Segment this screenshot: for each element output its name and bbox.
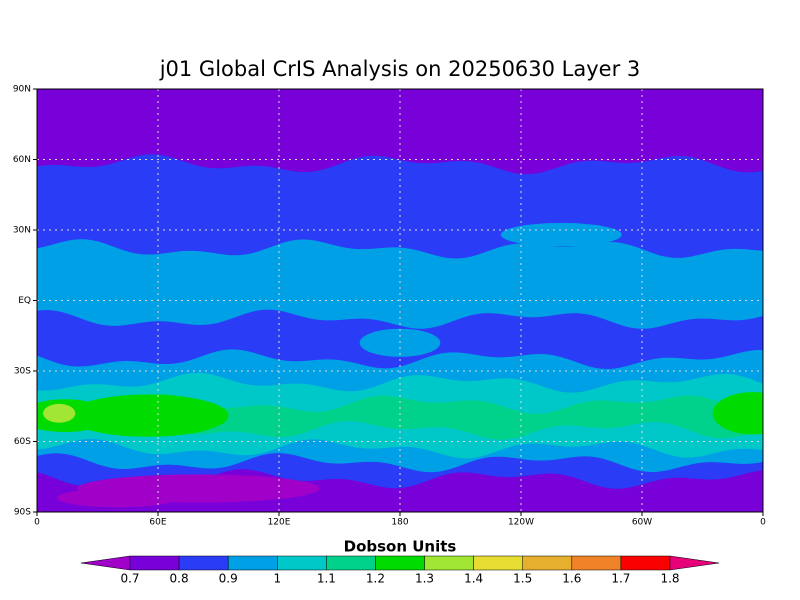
lat-tick-label: 60S <box>14 437 31 447</box>
colorbar-tick-label: 1.8 <box>660 572 679 586</box>
lat-tick-label: EQ <box>18 296 31 306</box>
colorbar-box <box>571 555 622 571</box>
colorbar-tick-label: 1.5 <box>513 572 532 586</box>
colorbar-tick-label: 1.7 <box>611 572 630 586</box>
colorbar-box <box>129 555 180 571</box>
colorbar-tick-label: 1.1 <box>317 572 336 586</box>
lat-tick-label: 60N <box>13 155 31 165</box>
lon-tick-label: 120W <box>508 518 534 528</box>
colorbar-box <box>522 555 573 571</box>
colorbar-tick-label: 1 <box>273 572 281 586</box>
lon-tick-label: 60W <box>632 518 652 528</box>
colorbar-tick-label: 1.6 <box>562 572 581 586</box>
colorbar-box <box>178 555 229 571</box>
colorbar-box <box>473 555 523 571</box>
colorbar-tick-label: 1.4 <box>464 572 483 586</box>
colorbar-box <box>375 555 425 571</box>
grid: 0 60E 120E 180 120W 60W 0 90N 60N 30N EQ 30S 60S 90S <box>13 85 766 528</box>
title: j01 Global CrIS Analysis on 20250630 Lay… <box>159 57 641 81</box>
ozone-field <box>37 89 763 512</box>
lat-tick-label: 30N <box>13 226 31 236</box>
field-blob <box>672 265 763 313</box>
lon-tick-label: 60E <box>149 518 166 528</box>
lon-tick-label: 120E <box>268 518 291 528</box>
colorbar-label: Dobson Units <box>344 538 457 556</box>
colorbar-box <box>424 555 474 571</box>
colorbar-box <box>326 555 376 571</box>
field-blob <box>178 145 259 165</box>
colorbar: 0.7 0.8 0.9 1 1.1 1.2 1.3 1.4 1.5 1.6 1.7 1.8 <box>80 555 720 586</box>
lon-tick-label: 0 <box>760 518 766 528</box>
plot-frame <box>36 88 764 513</box>
colorbar-tick-label: 0.9 <box>219 572 238 586</box>
lon-tick-label: 0 <box>34 518 40 528</box>
field-blob <box>712 392 763 435</box>
colorbar-tick-label: 1.2 <box>366 572 385 586</box>
lat-tick-label: 30S <box>14 367 31 377</box>
colorbar-box <box>620 555 671 571</box>
lat-tick-label: 90S <box>14 508 31 518</box>
colorbar-tick-label: 0.7 <box>120 572 139 586</box>
colorbar-box <box>227 555 278 571</box>
field-blob <box>43 403 76 423</box>
lon-tick-label: 180 <box>391 518 408 528</box>
lat-tick-label: 90N <box>13 85 31 95</box>
colorbar-tick-label: 1.3 <box>415 572 434 586</box>
colorbar-over <box>669 555 720 571</box>
field-blob <box>67 394 229 437</box>
colorbar-tick-label: 0.8 <box>170 572 189 586</box>
field-blob <box>500 222 622 247</box>
colorbar-under <box>80 555 131 571</box>
colorbar-box <box>277 555 327 571</box>
field-blob <box>57 488 179 508</box>
